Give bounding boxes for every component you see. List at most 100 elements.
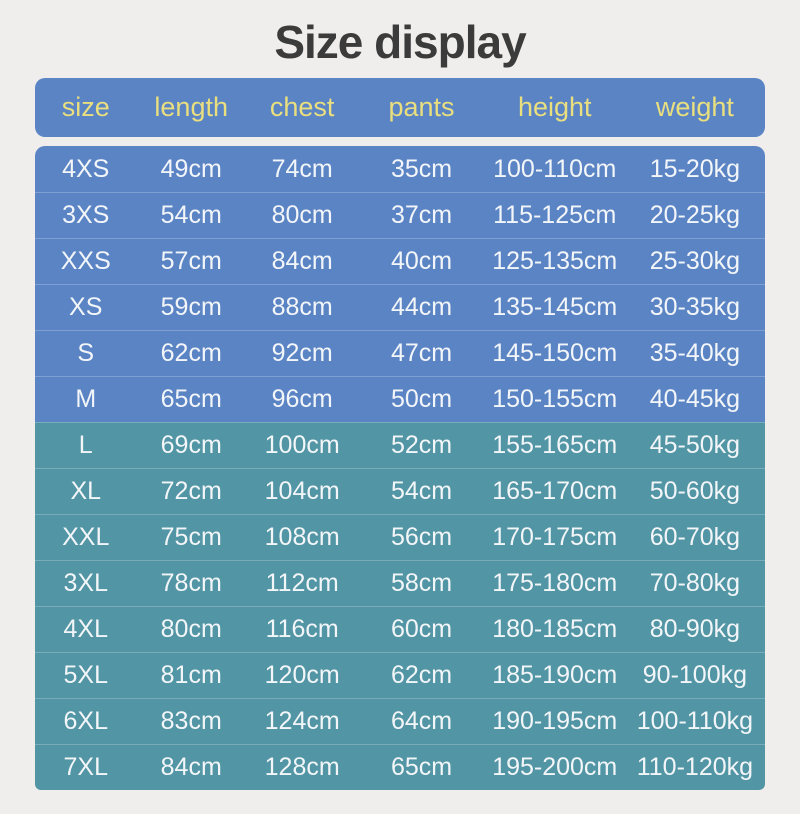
table-cell: 58cm: [390, 569, 453, 597]
table-cell: 185-190cm: [492, 661, 618, 689]
table-cell: 120cm: [264, 661, 340, 689]
table-cell: 180-185cm: [492, 615, 618, 643]
table-row: 5XL 81cm 120cm 62cm 185-190cm 90-100kg: [35, 652, 765, 698]
table-cell: 65cm: [160, 385, 222, 413]
table-cell: 100-110kg: [636, 707, 754, 735]
table-cell: 54cm: [390, 477, 453, 505]
table-cell: 145-150cm: [492, 339, 618, 367]
table-cell: 74cm: [271, 154, 333, 183]
table-cell: 70-80kg: [649, 569, 741, 597]
table-cell: 56cm: [390, 523, 453, 551]
table-cell: 92cm: [271, 339, 333, 367]
table-cell: 80cm: [271, 201, 333, 229]
table-cell: 110-120kg: [636, 753, 754, 781]
table-cell: 50-60kg: [649, 477, 741, 505]
table-cell: S: [77, 339, 95, 367]
table-cell: 3XS: [62, 201, 110, 229]
table-cell: 75cm: [160, 523, 222, 551]
size-table: size length chest pants height weight 4X…: [35, 78, 765, 790]
table-cell: 45-50kg: [649, 431, 741, 459]
table-row: XL 72cm 104cm 54cm 165-170cm 50-60kg: [35, 468, 765, 514]
table-row: 3XS 54cm 80cm 37cm 115-125cm 20-25kg: [35, 192, 765, 238]
table-cell: 20-25kg: [649, 201, 741, 229]
table-cell: L: [78, 431, 93, 459]
table-cell: 60-70kg: [649, 523, 741, 551]
table-cell: 40cm: [390, 247, 453, 275]
size-table-header: size length chest pants height weight: [35, 78, 765, 137]
table-cell: 175-180cm: [492, 569, 618, 597]
table-row: M 65cm 96cm 50cm 150-155cm 40-45kg: [35, 376, 765, 422]
table-cell: 112cm: [265, 569, 339, 597]
table-cell: 62cm: [390, 661, 453, 689]
table-cell: 4XL: [63, 615, 108, 643]
table-cell: 50cm: [390, 385, 453, 413]
table-cell: 6XL: [63, 707, 108, 735]
table-cell: 104cm: [264, 477, 340, 505]
table-row: 7XL 84cm 128cm 65cm 195-200cm 110-120kg: [35, 744, 765, 790]
table-cell: 64cm: [390, 707, 453, 735]
table-cell: 150-155cm: [492, 385, 618, 413]
page-title: Size display: [274, 16, 526, 68]
table-cell: 49cm: [160, 154, 222, 183]
table-cell: 84cm: [160, 753, 222, 781]
table-cell: 108cm: [264, 523, 340, 551]
table-cell: 96cm: [271, 385, 333, 413]
header-cell-size: size: [61, 92, 110, 122]
table-cell: 54cm: [160, 201, 222, 229]
table-cell: XXL: [62, 523, 110, 551]
table-cell: 47cm: [390, 339, 453, 367]
table-cell: 59cm: [160, 293, 222, 321]
table-cell: 116cm: [265, 615, 339, 643]
table-cell: 40-45kg: [649, 385, 741, 413]
table-row: 4XL 80cm 116cm 60cm 180-185cm 80-90kg: [35, 606, 765, 652]
header-cell-chest: chest: [269, 92, 335, 122]
size-table-body: 4XS 49cm 74cm 35cm 100-110cm 15-20kg 3XS 54cm 80…: [35, 146, 765, 790]
table-cell: 15-20kg: [649, 154, 741, 183]
table-cell: 170-175cm: [492, 523, 618, 551]
table-cell: 135-145cm: [492, 293, 618, 321]
table-cell: 57cm: [160, 247, 222, 275]
table-cell: 100-110cm: [493, 154, 617, 183]
table-cell: 30-35kg: [649, 293, 741, 321]
table-cell: 37cm: [390, 201, 453, 229]
table-row: S 62cm 92cm 47cm 145-150cm 35-40kg: [35, 330, 765, 376]
table-cell: 25-30kg: [649, 247, 741, 275]
table-cell: 190-195cm: [492, 707, 618, 735]
table-cell: 80-90kg: [649, 615, 741, 643]
table-cell: XXS: [60, 247, 111, 275]
table-cell: 84cm: [271, 247, 333, 275]
table-cell: 65cm: [390, 753, 453, 781]
table-cell: 124cm: [264, 707, 340, 735]
table-cell: 5XL: [63, 661, 108, 689]
table-cell: 125-135cm: [492, 247, 618, 275]
table-row: L 69cm 100cm 52cm 155-165cm 45-50kg: [35, 422, 765, 468]
table-cell: 52cm: [390, 431, 453, 459]
table-cell: 128cm: [264, 753, 340, 781]
table-row: XS 59cm 88cm 44cm 135-145cm 30-35kg: [35, 284, 765, 330]
table-cell: 90-100kg: [642, 661, 748, 689]
table-row: 6XL 83cm 124cm 64cm 190-195cm 100-110kg: [35, 698, 765, 744]
header-cell-pants: pants: [388, 92, 455, 122]
table-cell: 62cm: [160, 339, 222, 367]
table-cell: 195-200cm: [492, 753, 618, 781]
table-cell: 44cm: [390, 293, 453, 321]
table-cell: XL: [70, 477, 102, 505]
table-row: 4XS 49cm 74cm 35cm 100-110cm 15-20kg: [35, 146, 765, 192]
table-row: XXL 75cm 108cm 56cm 170-175cm 60-70kg: [35, 514, 765, 560]
table-cell: 165-170cm: [492, 477, 618, 505]
table-cell: 69cm: [160, 431, 222, 459]
table-cell: 88cm: [271, 293, 333, 321]
table-cell: 35-40kg: [649, 339, 741, 367]
table-cell: 60cm: [390, 615, 453, 643]
table-cell: 83cm: [160, 707, 222, 735]
header-cell-weight: weight: [655, 92, 734, 122]
table-row: XXS 57cm 84cm 40cm 125-135cm 25-30kg: [35, 238, 765, 284]
table-cell: XS: [69, 293, 103, 321]
table-cell: 7XL: [63, 753, 108, 781]
table-cell: 3XL: [63, 569, 108, 597]
table-cell: 155-165cm: [492, 431, 618, 459]
table-cell: 115-125cm: [493, 201, 617, 229]
table-cell: 78cm: [160, 569, 222, 597]
header-cell-length: length: [154, 92, 228, 122]
table-cell: 72cm: [160, 477, 222, 505]
